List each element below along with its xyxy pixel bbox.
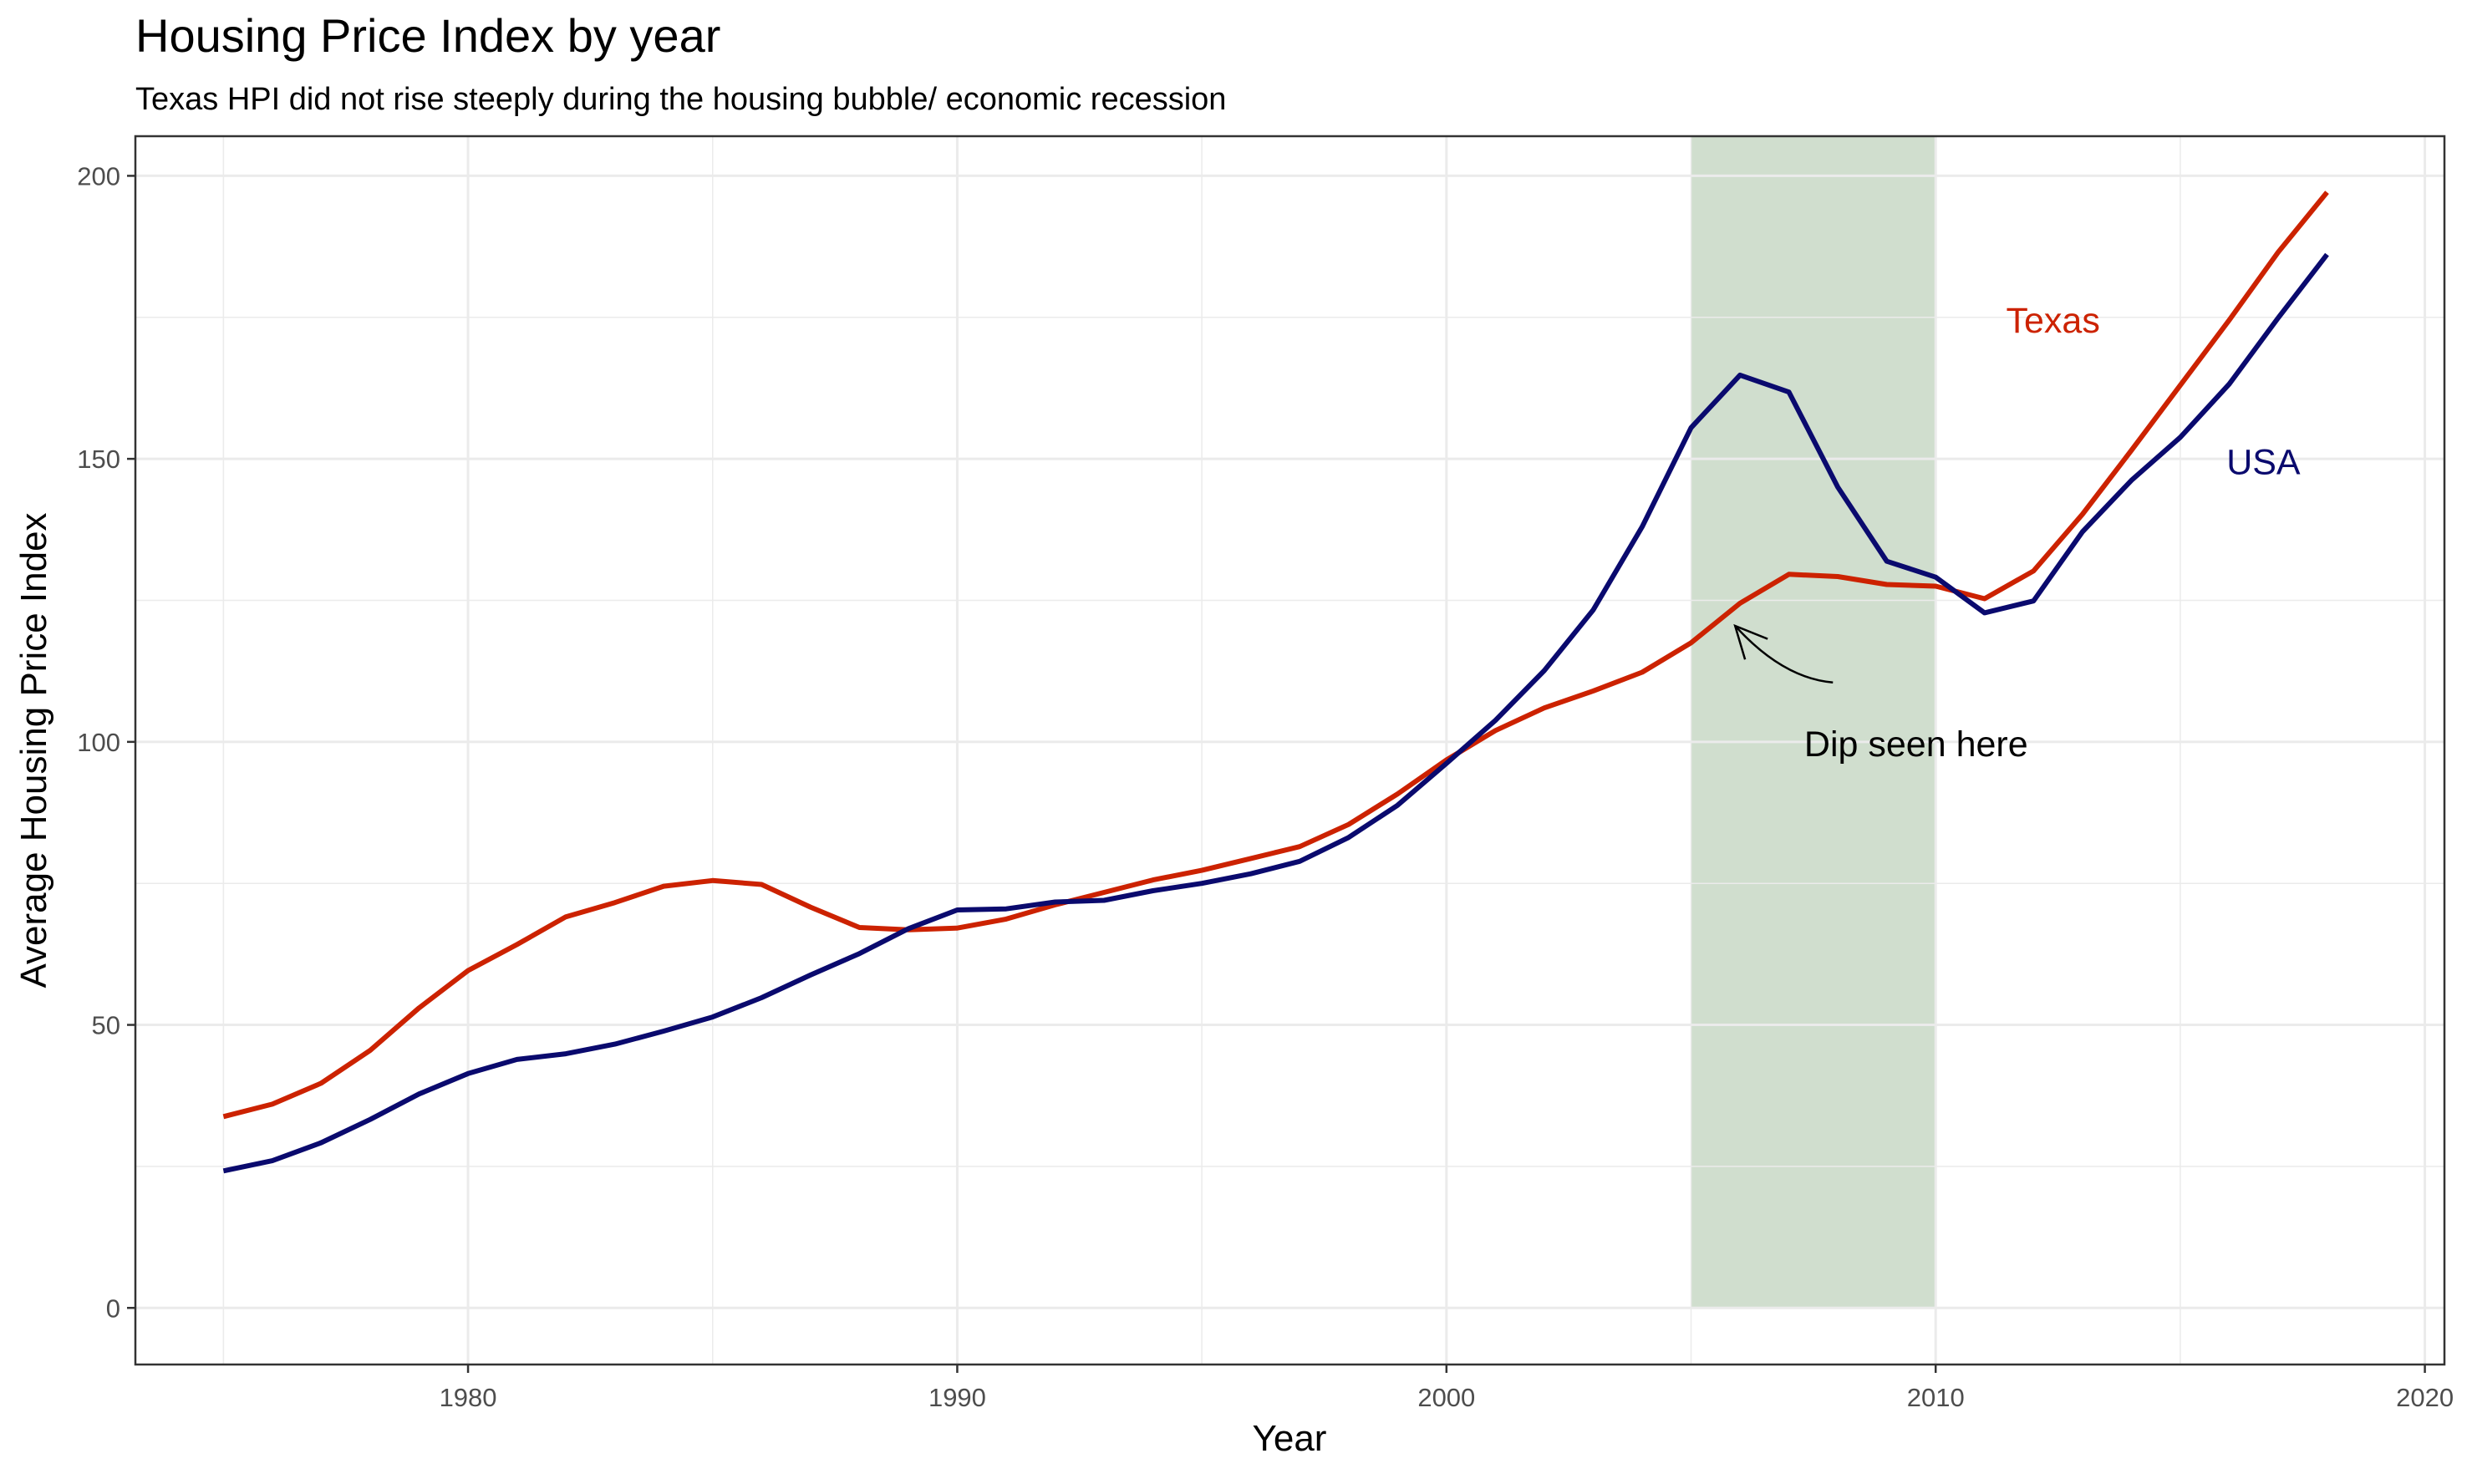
y-axis-label: Average Housing Price Index: [13, 512, 54, 988]
x-tick-label: 2000: [1417, 1383, 1475, 1412]
y-tick-label: 0: [106, 1293, 120, 1323]
x-axis-label: Year: [1253, 1418, 1327, 1459]
chart-title: Housing Price Index by year: [135, 9, 720, 62]
x-tick-label: 1980: [440, 1383, 497, 1412]
x-tick-label: 2010: [1907, 1383, 1965, 1412]
y-tick-label: 150: [77, 445, 120, 474]
series-line-usa: [222, 252, 2329, 1174]
annotation-label-usa: USA: [2226, 443, 2301, 483]
x-tick-label: 1990: [928, 1383, 986, 1412]
y-tick-label: 50: [92, 1011, 120, 1040]
plot-panel-border: [134, 135, 2446, 1366]
annotation-arrow: [1734, 625, 1834, 684]
chart-subtitle: Texas HPI did not rise steeply during th…: [135, 82, 1226, 117]
recession-highlight: [1691, 136, 1936, 1309]
x-tick-label: 2020: [2396, 1383, 2454, 1412]
annotation-arrow-head: [1733, 623, 1768, 660]
annotation-label-texas: Texas: [2007, 301, 2100, 341]
annotation-label-dip-seen-here: Dip seen here: [1804, 724, 2028, 765]
series-line-texas: [222, 191, 2329, 1120]
y-tick-label: 200: [77, 161, 120, 191]
y-tick-label: 100: [77, 728, 120, 757]
